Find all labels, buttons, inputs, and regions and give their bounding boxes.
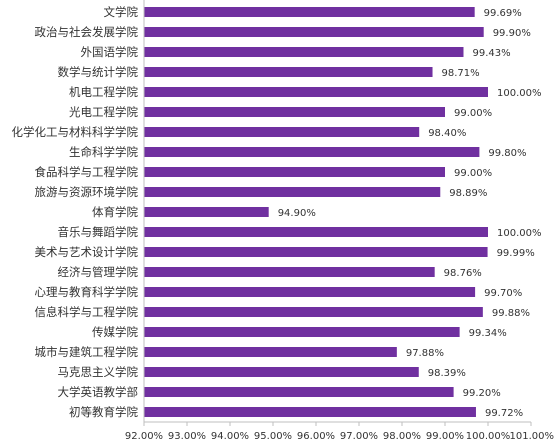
category-label-1: 政治与社会发展学院: [35, 25, 139, 39]
bar-4: [144, 87, 488, 97]
category-label-10: 体育学院: [92, 205, 138, 219]
labels-layer: 文学院 99.69% 政治与社会发展学院 99.90% 外国语学院 99.43% 数学与统计…: [12, 5, 542, 419]
bar-11: [144, 227, 488, 237]
bar-19: [144, 387, 454, 397]
bar-3: [144, 67, 433, 77]
category-label-9: 旅游与资源环境学院: [35, 185, 139, 199]
bar-2: [144, 47, 464, 57]
category-label-12: 美术与艺术设计学院: [35, 245, 139, 259]
bar-9: [144, 187, 441, 197]
value-label-6: 98.40%: [428, 128, 466, 139]
bar-10: [144, 207, 269, 217]
value-label-9: 98.89%: [449, 188, 487, 199]
category-label-18: 马克思主义学院: [58, 365, 139, 379]
value-label-15: 99.88%: [492, 308, 530, 319]
x-tick-label-9: 101.00%: [510, 431, 555, 442]
category-label-14: 心理与教育科学学院: [35, 285, 139, 299]
value-label-17: 97.88%: [406, 348, 444, 359]
x-tick-label-8: 100.00%: [466, 431, 511, 442]
bar-8: [144, 167, 445, 177]
value-label-1: 99.90%: [493, 28, 531, 39]
category-label-3: 数学与统计学院: [58, 65, 139, 79]
category-label-19: 大学英语教学部: [58, 385, 139, 399]
bar-0: [144, 7, 475, 17]
bars-layer: [144, 7, 488, 417]
value-label-2: 99.43%: [472, 48, 510, 59]
bar-14: [144, 287, 476, 297]
value-label-14: 99.70%: [484, 288, 522, 299]
category-label-20: 初等教育学院: [69, 405, 138, 419]
value-label-4: 100.00%: [497, 88, 542, 99]
category-label-7: 生命科学学院: [69, 145, 138, 159]
value-label-5: 99.00%: [454, 108, 492, 119]
category-label-0: 文学院: [104, 5, 139, 19]
category-label-5: 光电工程学院: [69, 105, 138, 119]
category-label-16: 传媒学院: [92, 325, 138, 339]
x-tick-label-3: 95.00%: [254, 431, 292, 442]
category-label-13: 经济与管理学院: [58, 265, 139, 279]
x-tick-label-7: 99.00%: [426, 431, 464, 442]
value-label-13: 98.76%: [444, 268, 482, 279]
bar-7: [144, 147, 480, 157]
category-label-2: 外国语学院: [81, 45, 139, 59]
category-label-8: 食品科学与工程学院: [35, 165, 139, 179]
x-tick-label-4: 96.00%: [297, 431, 335, 442]
bar-16: [144, 327, 460, 337]
bar-18: [144, 367, 419, 377]
bar-20: [144, 407, 476, 417]
category-label-17: 城市与建筑工程学院: [35, 345, 139, 359]
value-label-12: 99.99%: [497, 248, 535, 259]
axes-layer: 92.00% 93.00% 94.00% 95.00% 96.00% 97.00% 98.0…: [125, 0, 554, 442]
value-label-10: 94.90%: [278, 208, 316, 219]
category-label-6: 化学化工与材料科学学院: [12, 125, 139, 139]
x-tick-label-6: 98.00%: [383, 431, 421, 442]
bar-5: [144, 107, 445, 117]
x-tick-label-5: 97.00%: [340, 431, 378, 442]
bar-17: [144, 347, 397, 357]
category-label-15: 信息科学与工程学院: [35, 305, 139, 319]
value-label-19: 99.20%: [463, 388, 501, 399]
x-tick-label-0: 92.00%: [125, 431, 163, 442]
value-label-11: 100.00%: [497, 228, 542, 239]
x-tick-label-1: 93.00%: [168, 431, 206, 442]
bar-6: [144, 127, 420, 137]
bar-13: [144, 267, 435, 277]
value-label-0: 99.69%: [484, 8, 522, 19]
value-label-8: 99.00%: [454, 168, 492, 179]
value-label-16: 99.34%: [469, 328, 507, 339]
x-tick-label-2: 94.00%: [211, 431, 249, 442]
value-label-7: 99.80%: [488, 148, 526, 159]
bar-1: [144, 27, 484, 37]
category-label-4: 机电工程学院: [69, 85, 138, 99]
value-label-3: 98.71%: [442, 68, 480, 79]
bar-15: [144, 307, 483, 317]
value-label-20: 99.72%: [485, 408, 523, 419]
category-label-11: 音乐与舞蹈学院: [58, 225, 139, 239]
value-label-18: 98.39%: [428, 368, 466, 379]
bar-12: [144, 247, 488, 257]
